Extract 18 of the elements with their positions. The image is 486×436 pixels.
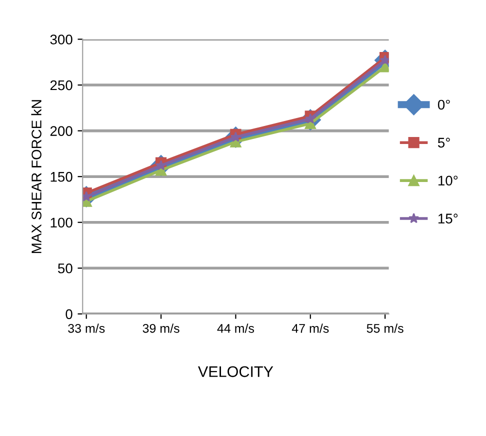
y-tick-label: 250 [50, 80, 72, 90]
y-tick-label: 300 [50, 34, 72, 44]
legend-label: 15° [438, 214, 458, 224]
y-tick-label: 100 [50, 218, 72, 228]
legend-label: 0° [438, 100, 450, 110]
y-tick-label: 0 [66, 309, 72, 320]
y-tick-label: 200 [50, 126, 72, 136]
x-axis-title: VELOCITY [198, 366, 274, 378]
legend-label: 10° [438, 176, 458, 186]
legend-label: 5° [438, 138, 450, 148]
x-tick-label: 44 m/s [217, 324, 254, 333]
x-tick-label: 33 m/s [68, 324, 105, 333]
x-tick-label: 39 m/s [142, 324, 180, 333]
y-tick-label: 150 [50, 172, 72, 182]
y-tick-label: 50 [58, 263, 72, 274]
x-tick-label: 47 m/s [292, 324, 329, 333]
x-tick-label: 55 m/s [366, 324, 404, 333]
y-axis-title: MAX SHEAR FORCE kN [31, 100, 42, 253]
